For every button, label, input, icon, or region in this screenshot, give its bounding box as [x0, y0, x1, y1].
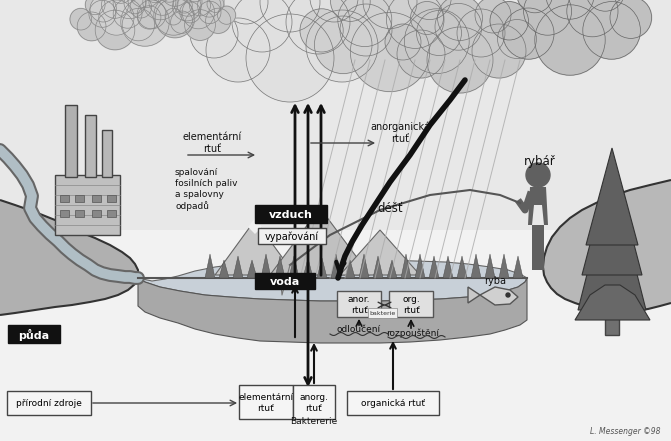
- Circle shape: [350, 12, 429, 92]
- Circle shape: [85, 0, 105, 15]
- Circle shape: [190, 10, 238, 58]
- Text: bakterie: bakterie: [369, 311, 395, 316]
- Polygon shape: [138, 260, 527, 301]
- Circle shape: [411, 1, 444, 34]
- Circle shape: [99, 0, 134, 35]
- Text: déšť: déšť: [377, 202, 403, 214]
- Polygon shape: [247, 256, 257, 278]
- Text: anorg.
rtuť: anorg. rtuť: [299, 393, 329, 413]
- Polygon shape: [582, 160, 642, 275]
- Circle shape: [207, 0, 224, 12]
- Text: anor.
rtuť: anor. rtuť: [348, 295, 370, 315]
- Polygon shape: [373, 260, 383, 278]
- Circle shape: [183, 0, 215, 29]
- Circle shape: [310, 0, 358, 22]
- Circle shape: [217, 6, 236, 24]
- Circle shape: [475, 0, 511, 33]
- Text: Baktererie: Baktererie: [291, 418, 338, 426]
- Circle shape: [586, 0, 625, 11]
- Text: vzduch: vzduch: [269, 210, 313, 220]
- Circle shape: [306, 10, 378, 82]
- Circle shape: [405, 9, 469, 74]
- FancyBboxPatch shape: [389, 291, 433, 317]
- FancyBboxPatch shape: [347, 391, 439, 415]
- Text: elementární
rtuť: elementární rtuť: [238, 393, 294, 413]
- Circle shape: [526, 163, 550, 187]
- Circle shape: [523, 0, 572, 35]
- Polygon shape: [0, 0, 671, 230]
- Text: vypařování: vypařování: [265, 232, 319, 242]
- Polygon shape: [340, 230, 420, 275]
- Circle shape: [113, 0, 146, 19]
- Polygon shape: [331, 258, 341, 278]
- Bar: [102, 130, 112, 177]
- Circle shape: [138, 6, 161, 29]
- FancyBboxPatch shape: [7, 391, 91, 415]
- Circle shape: [77, 12, 106, 41]
- Circle shape: [385, 24, 421, 60]
- Bar: [65, 105, 77, 177]
- Text: organická rtuť: organická rtuť: [361, 400, 425, 408]
- Circle shape: [546, 0, 594, 19]
- Bar: [75, 210, 84, 217]
- Circle shape: [386, 0, 444, 49]
- Circle shape: [156, 0, 183, 2]
- Text: ryba: ryba: [484, 276, 506, 286]
- Polygon shape: [532, 225, 538, 270]
- FancyBboxPatch shape: [337, 291, 381, 317]
- Polygon shape: [575, 285, 650, 320]
- Polygon shape: [471, 258, 481, 278]
- Circle shape: [206, 18, 270, 82]
- Circle shape: [130, 0, 152, 18]
- Circle shape: [197, 0, 221, 17]
- Circle shape: [300, 9, 343, 52]
- Circle shape: [143, 0, 178, 20]
- Bar: [107, 210, 116, 217]
- Polygon shape: [586, 148, 638, 245]
- Polygon shape: [261, 256, 271, 278]
- Text: půda: půda: [18, 329, 50, 341]
- Polygon shape: [401, 258, 411, 278]
- Circle shape: [149, 0, 176, 15]
- Bar: [92, 210, 101, 217]
- Bar: [107, 195, 116, 202]
- Circle shape: [155, 0, 195, 38]
- Polygon shape: [513, 258, 523, 278]
- Polygon shape: [248, 218, 262, 234]
- Circle shape: [70, 8, 92, 30]
- Circle shape: [162, 0, 189, 6]
- Circle shape: [170, 11, 193, 34]
- FancyBboxPatch shape: [255, 273, 315, 289]
- Circle shape: [363, 0, 417, 29]
- Polygon shape: [275, 254, 285, 278]
- Polygon shape: [443, 256, 453, 278]
- Polygon shape: [359, 254, 369, 278]
- Polygon shape: [468, 287, 480, 303]
- Text: rozpouštění: rozpouštění: [386, 328, 440, 338]
- Circle shape: [173, 0, 202, 16]
- Circle shape: [124, 0, 146, 14]
- Polygon shape: [345, 254, 355, 278]
- Circle shape: [137, 0, 166, 29]
- Polygon shape: [528, 187, 548, 225]
- Bar: [55, 175, 120, 235]
- Polygon shape: [538, 225, 544, 270]
- Circle shape: [205, 8, 231, 34]
- Circle shape: [165, 8, 182, 25]
- Circle shape: [232, 0, 292, 52]
- Text: L. Messenger ©98: L. Messenger ©98: [590, 427, 660, 437]
- Circle shape: [177, 0, 193, 13]
- Circle shape: [154, 0, 193, 35]
- Polygon shape: [289, 260, 299, 278]
- Circle shape: [89, 0, 116, 27]
- Polygon shape: [303, 256, 313, 278]
- Bar: [75, 195, 84, 202]
- Circle shape: [417, 11, 462, 56]
- Circle shape: [185, 10, 215, 41]
- Polygon shape: [215, 220, 295, 275]
- Text: elementární
rtuť: elementární rtuť: [183, 132, 242, 154]
- Circle shape: [146, 0, 165, 3]
- Circle shape: [583, 2, 640, 59]
- Circle shape: [172, 0, 201, 21]
